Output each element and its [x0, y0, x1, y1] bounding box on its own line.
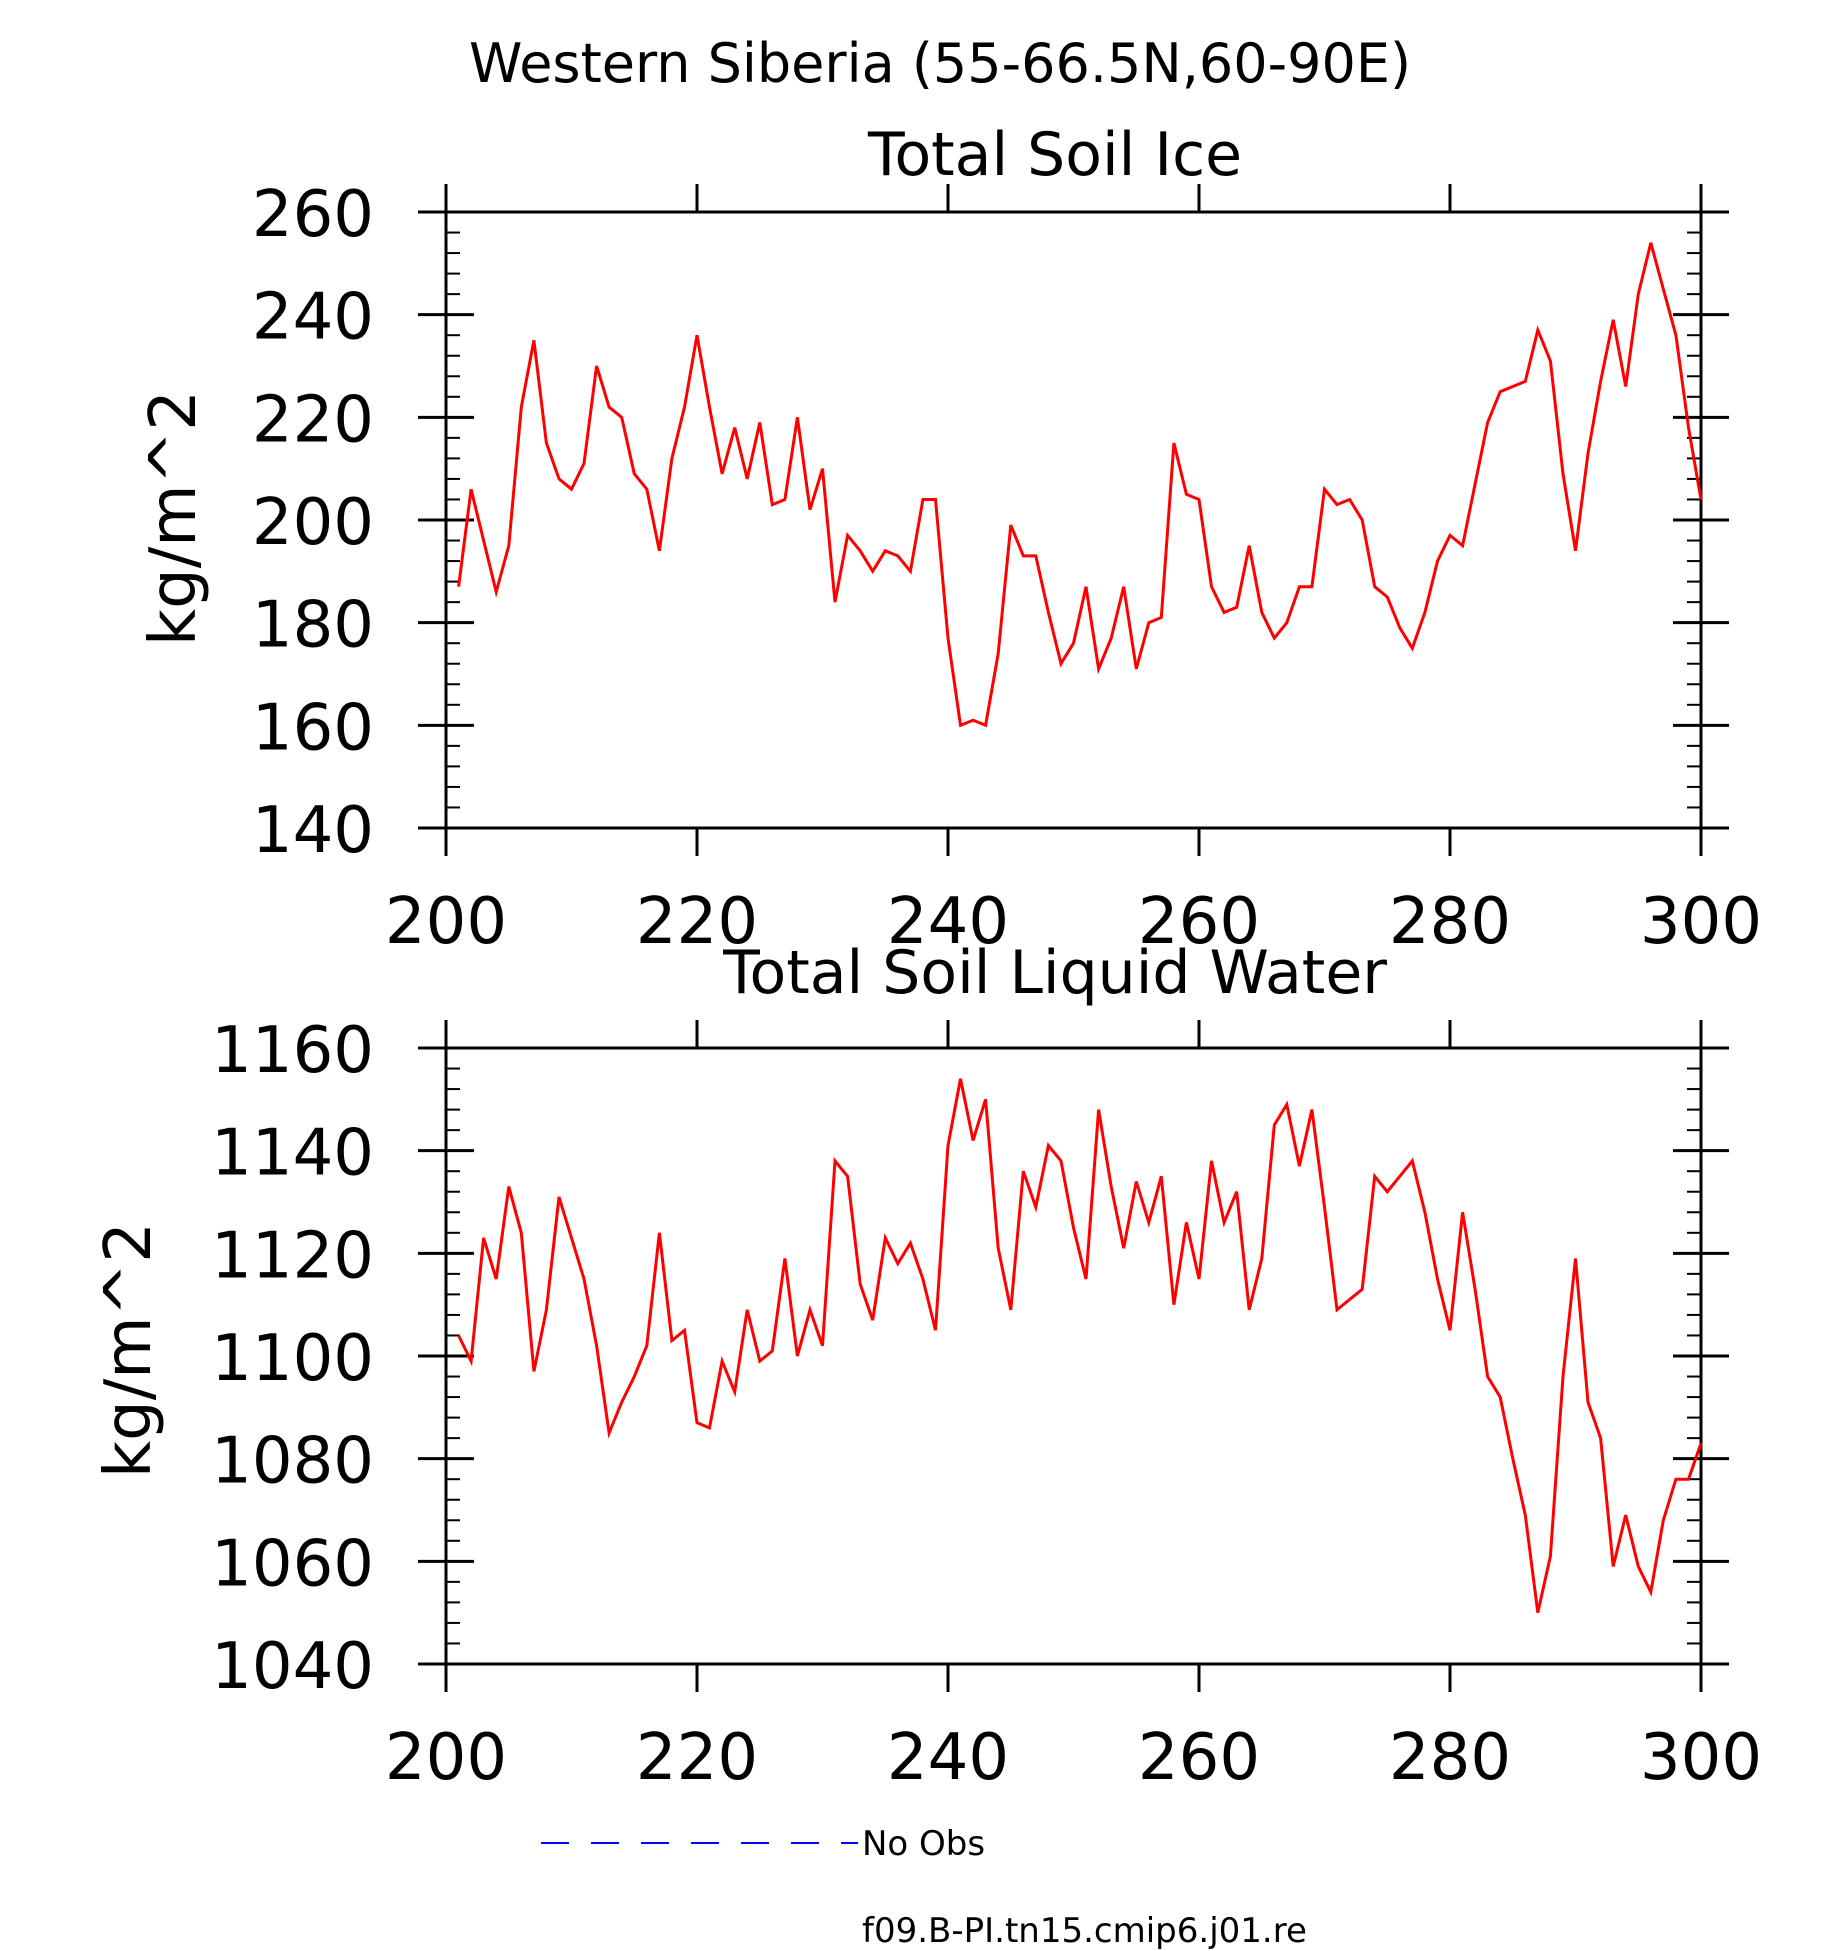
y-tick-label: 1140 [211, 1117, 374, 1191]
x-tick-label: 200 [385, 1721, 507, 1795]
y-tick-label: 140 [252, 794, 374, 868]
y-tick-label: 180 [252, 589, 374, 663]
legend-label-no-obs: No Obs [862, 1824, 985, 1864]
chart-title: Total Soil Liquid Water [722, 938, 1387, 1008]
chart-marks: 200 220 240 260 280 300 1040 1060 1080 1100 1120 11… [211, 1014, 1762, 1795]
series-line [457, 1078, 1703, 1614]
figure-title: Western Siberia (55-66.5N,60-90E) [469, 32, 1411, 95]
y-tick-label: 200 [252, 486, 374, 560]
legend: No Obs f09.B-PI.tn15.cmip6.j01.re [541, 1824, 1307, 1951]
y-axis-label: kg/m^2 [92, 1222, 166, 1478]
x-tick-label: 280 [1389, 1721, 1511, 1795]
y-tick-label: 1100 [211, 1322, 374, 1396]
x-tick-label: 260 [1138, 1721, 1260, 1795]
x-tick-label: 240 [887, 1721, 1009, 1795]
y-tick-label: 240 [252, 281, 374, 355]
y-tick-label: 260 [252, 178, 374, 252]
x-tick-label: 300 [1640, 1721, 1762, 1795]
y-tick-label: 1040 [211, 1630, 374, 1704]
x-tick-label: 260 [1138, 885, 1260, 959]
x-tick-label: 300 [1640, 885, 1762, 959]
y-tick-label: 160 [252, 691, 374, 765]
legend-label-model: f09.B-PI.tn15.cmip6.j01.re [862, 1911, 1307, 1951]
x-tick-label: 220 [636, 885, 758, 959]
y-tick-label: 1120 [211, 1219, 374, 1293]
y-tick-label: 1080 [211, 1425, 374, 1499]
y-tick-label: 1160 [211, 1014, 374, 1088]
y-axis-label: kg/m^2 [137, 390, 211, 646]
y-tick-label: 1060 [211, 1527, 374, 1601]
chart-total-soil-liquid-water: Total Soil Liquid Water kg/m^2 200 220 240… [92, 938, 1762, 1795]
x-tick-label: 220 [636, 1721, 758, 1795]
x-tick-label: 240 [887, 885, 1009, 959]
chart-total-soil-ice: Total Soil Ice kg/m^2 200 220 240 260 280 300… [137, 120, 1762, 959]
x-tick-label: 280 [1389, 885, 1511, 959]
y-tick-label: 220 [252, 383, 374, 457]
chart-title: Total Soil Ice [867, 120, 1242, 190]
x-tick-label: 200 [385, 885, 507, 959]
series-line [457, 242, 1703, 728]
chart-marks: 200 220 240 260 280 300 140 160 180 200 220 240 260 [252, 178, 1762, 959]
